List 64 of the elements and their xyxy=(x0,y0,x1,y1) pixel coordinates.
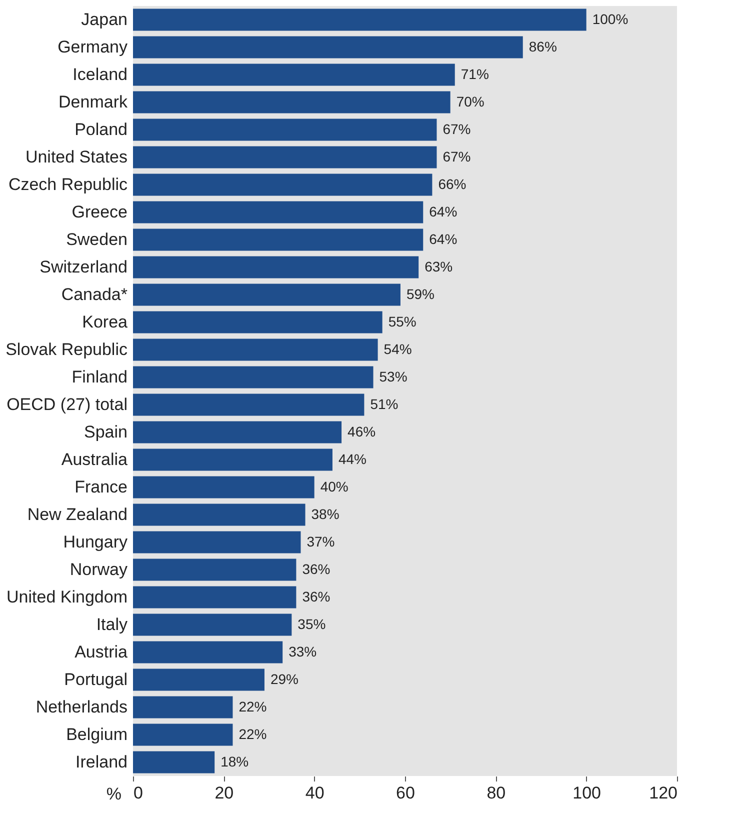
y-tick-label: Spain xyxy=(84,422,128,442)
data-label: 86% xyxy=(528,38,557,54)
x-tick-label: 120 xyxy=(649,784,678,802)
data-label: 22% xyxy=(238,726,267,742)
data-label: 66% xyxy=(438,176,466,192)
y-tick-label: Czech Republic xyxy=(8,174,128,194)
y-tick-label: Canada* xyxy=(61,284,128,304)
x-axis-title: % xyxy=(106,784,122,804)
data-label: 51% xyxy=(370,396,398,412)
y-tick-label: United Kingdom xyxy=(6,587,128,606)
data-label: 36% xyxy=(302,560,330,577)
x-tick-label: 0 xyxy=(134,784,143,802)
data-label: 64% xyxy=(429,230,458,247)
y-tick-label: United States xyxy=(25,147,128,166)
data-label: 36% xyxy=(302,588,330,604)
x-tick-label: 80 xyxy=(486,784,506,802)
y-tick-label: Portugal xyxy=(64,670,128,689)
y-tick-label: Japan xyxy=(81,10,128,29)
y-tick-label: Germany xyxy=(58,37,128,56)
x-tick-label: 100 xyxy=(572,784,602,802)
x-tick-label: 60 xyxy=(396,784,415,802)
y-tick-label: Slovak Republic xyxy=(6,340,128,359)
y-tick-label: Korea xyxy=(82,312,128,332)
y-tick-label: Iceland xyxy=(72,64,128,84)
data-label: 46% xyxy=(348,423,376,440)
y-tick-label: Finland xyxy=(72,367,128,386)
y-tick-label: Greece xyxy=(72,202,128,222)
data-label: 44% xyxy=(338,450,366,467)
y-tick-label: New Zealand xyxy=(27,504,128,524)
y-tick-label: Hungary xyxy=(63,532,128,552)
y-tick-label: Netherlands xyxy=(36,697,128,716)
data-label: 64% xyxy=(429,203,458,220)
y-tick-label: Poland xyxy=(74,120,128,139)
y-tick-label: Belgium xyxy=(66,724,128,744)
data-label: 33% xyxy=(288,643,317,660)
data-label: 40% xyxy=(320,478,348,494)
y-tick-label: France xyxy=(74,477,128,496)
data-label: 38% xyxy=(311,506,340,522)
data-label: 70% xyxy=(456,93,484,110)
y-tick-label: Norway xyxy=(70,560,128,579)
data-label: 54% xyxy=(384,340,412,357)
data-label: 59% xyxy=(406,286,434,302)
data-label: 53% xyxy=(379,368,408,384)
data-label: 63% xyxy=(424,258,453,274)
data-label: 35% xyxy=(298,616,326,632)
x-tick-label: 20 xyxy=(214,784,234,802)
data-label: 100% xyxy=(592,10,628,27)
y-tick-label: Sweden xyxy=(66,230,128,249)
x-tick-label: 40 xyxy=(305,784,324,802)
data-label: 55% xyxy=(388,313,416,330)
y-tick-label: Switzerland xyxy=(40,257,128,276)
data-label: 18% xyxy=(220,753,249,770)
y-tick-label: Australia xyxy=(61,450,128,469)
y-tick-label: Ireland xyxy=(76,752,128,772)
y-tick-label: Denmark xyxy=(58,92,128,112)
y-tick-label: OECD (27) total xyxy=(6,394,128,414)
data-label: 22% xyxy=(238,698,267,714)
y-tick-label: Italy xyxy=(96,614,128,634)
y-tick-label: Austria xyxy=(74,642,128,662)
data-label: 67% xyxy=(442,148,471,164)
data-label: 67% xyxy=(442,120,471,137)
data-label: 29% xyxy=(270,670,298,687)
data-label: 71% xyxy=(460,66,489,82)
data-label: 37% xyxy=(306,533,335,550)
